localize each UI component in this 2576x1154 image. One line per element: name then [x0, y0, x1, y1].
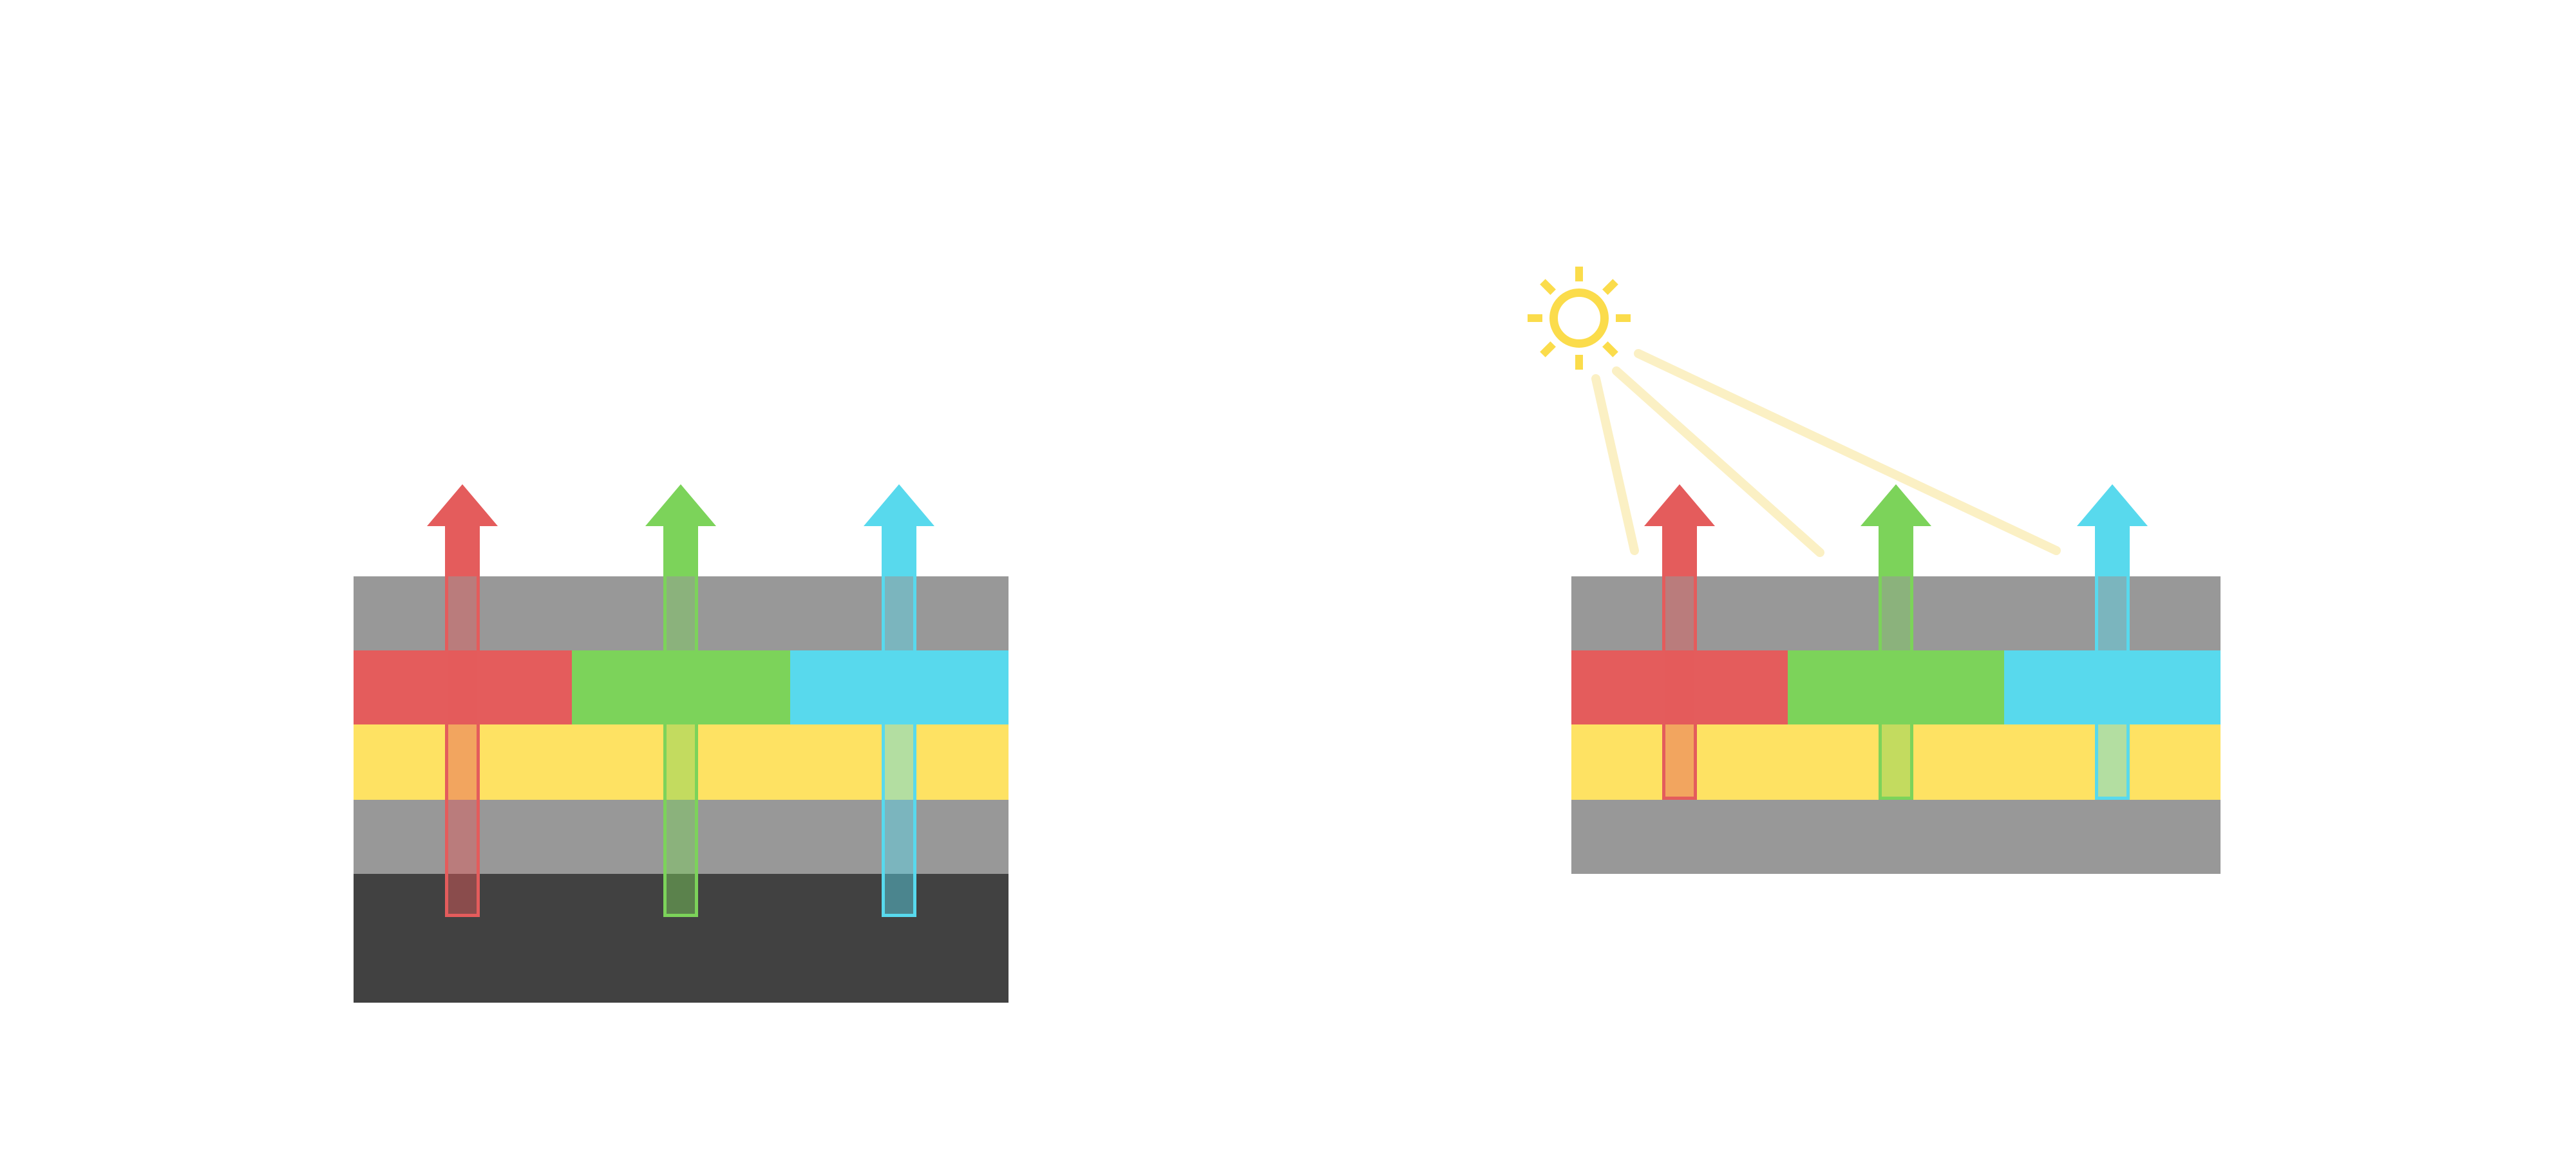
- light-arrow-green-head: [1861, 484, 1931, 576]
- light-arrow-red-head: [1644, 484, 1715, 576]
- emissive-backlit-stack: [354, 484, 1009, 1003]
- light-arrow-cyan: [864, 484, 934, 917]
- layer-subpixels-red: [354, 650, 572, 724]
- light-arrow-green: [645, 484, 716, 917]
- layer-dark-backlight: [354, 874, 1009, 1003]
- layer-gray-bottom: [1571, 800, 2221, 874]
- light-arrow-green-shaft-border: [1879, 576, 1913, 800]
- light-arrow-red-head: [427, 484, 498, 576]
- layer-subpixels-cyan: [2004, 650, 2221, 724]
- light-arrow-red-shaft-fill: [445, 576, 480, 917]
- light-arrow-red: [427, 484, 498, 917]
- layer-subpixels-green: [1788, 650, 2004, 724]
- sunlight-beam: [1591, 374, 1639, 555]
- sun-ring: [1549, 288, 1609, 348]
- layer-subpixels-green: [572, 650, 790, 724]
- sun-ray-tick: [1602, 279, 1618, 295]
- sun-icon: [1528, 267, 1631, 370]
- light-arrow-green: [1861, 484, 1931, 800]
- light-arrow-red: [1644, 484, 1715, 800]
- layer-gray-bottom: [354, 800, 1009, 874]
- light-arrow-cyan: [2077, 484, 2148, 800]
- layer-subpixels-cyan: [790, 650, 1009, 724]
- layer-yellow: [354, 724, 1009, 800]
- sun-ray-tick: [1602, 341, 1618, 357]
- light-arrow-red-shaft-fill: [1662, 576, 1697, 800]
- layer-subpixels-red: [1571, 650, 1788, 724]
- light-arrow-green-shaft-fill: [663, 576, 698, 917]
- sun-ray-tick: [1540, 341, 1556, 357]
- light-arrow-green-shaft-border: [663, 576, 698, 917]
- light-arrow-cyan-shaft-fill: [2095, 576, 2130, 800]
- layer-gray-top: [354, 576, 1009, 650]
- sunlight-beams: [1591, 349, 2061, 557]
- light-arrow-cyan-head: [864, 484, 934, 576]
- sunlight-beam: [1612, 366, 1824, 557]
- light-arrow-red-shaft-border: [1662, 576, 1697, 800]
- sunlight-beam: [1634, 349, 2061, 555]
- light-arrow-cyan-shaft-fill: [882, 576, 916, 917]
- light-arrow-red-shaft-border: [445, 576, 480, 917]
- reflective-sunlit-stack: [1528, 267, 2221, 874]
- layer-yellow: [1571, 724, 2221, 800]
- light-arrow-green-shaft-fill: [1879, 576, 1913, 800]
- light-arrow-cyan-head: [2077, 484, 2148, 576]
- light-arrow-cyan-shaft-border: [882, 576, 916, 917]
- light-arrow-green-head: [645, 484, 716, 576]
- light-arrow-cyan-shaft-border: [2095, 576, 2130, 800]
- layer-gray-top: [1571, 576, 2221, 650]
- sun-ray-tick: [1540, 279, 1556, 295]
